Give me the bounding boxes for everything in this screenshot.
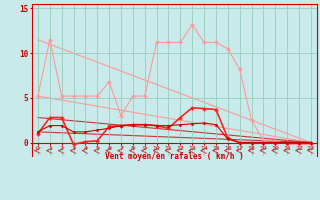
X-axis label: Vent moyen/en rafales ( km/h ): Vent moyen/en rafales ( km/h )	[105, 152, 244, 161]
